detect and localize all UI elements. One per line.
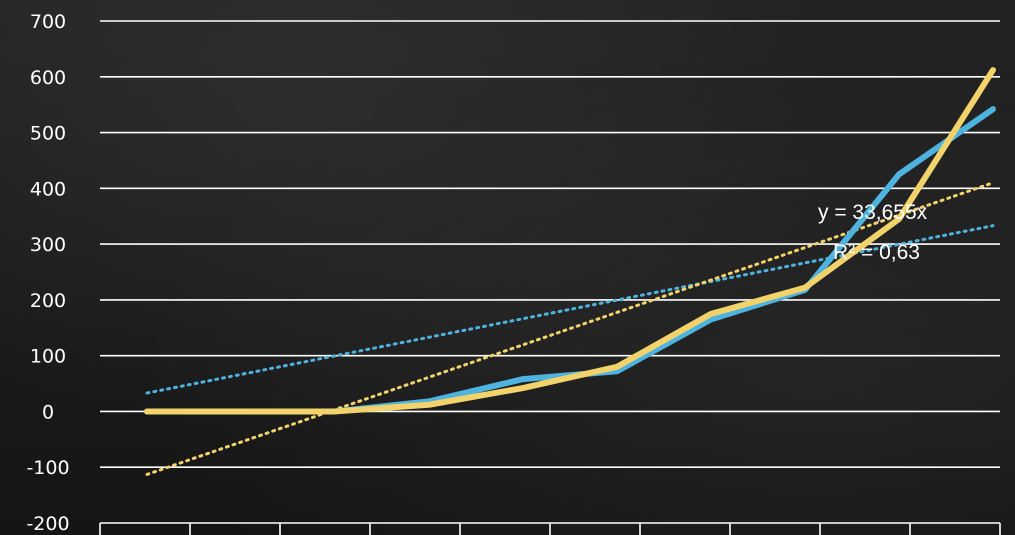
y-tick-label: 500 [30,123,66,145]
trendline-r-squared: R² = 0,63 [833,241,920,264]
trendline [145,181,995,476]
y-tick-label: 200 [30,290,66,312]
y-tick-label: 400 [30,178,66,200]
y-tick-label: 0 [42,401,54,423]
y-tick-label: -100 [26,457,69,479]
y-tick-label: -200 [26,513,69,535]
y-tick-label: 100 [30,346,66,368]
y-tick-label: 700 [30,11,66,33]
series-line [144,67,996,415]
trendline-equation: y = 33,655x [818,201,928,224]
y-tick-label: 600 [30,67,66,89]
y-tick-label: 300 [30,234,66,256]
